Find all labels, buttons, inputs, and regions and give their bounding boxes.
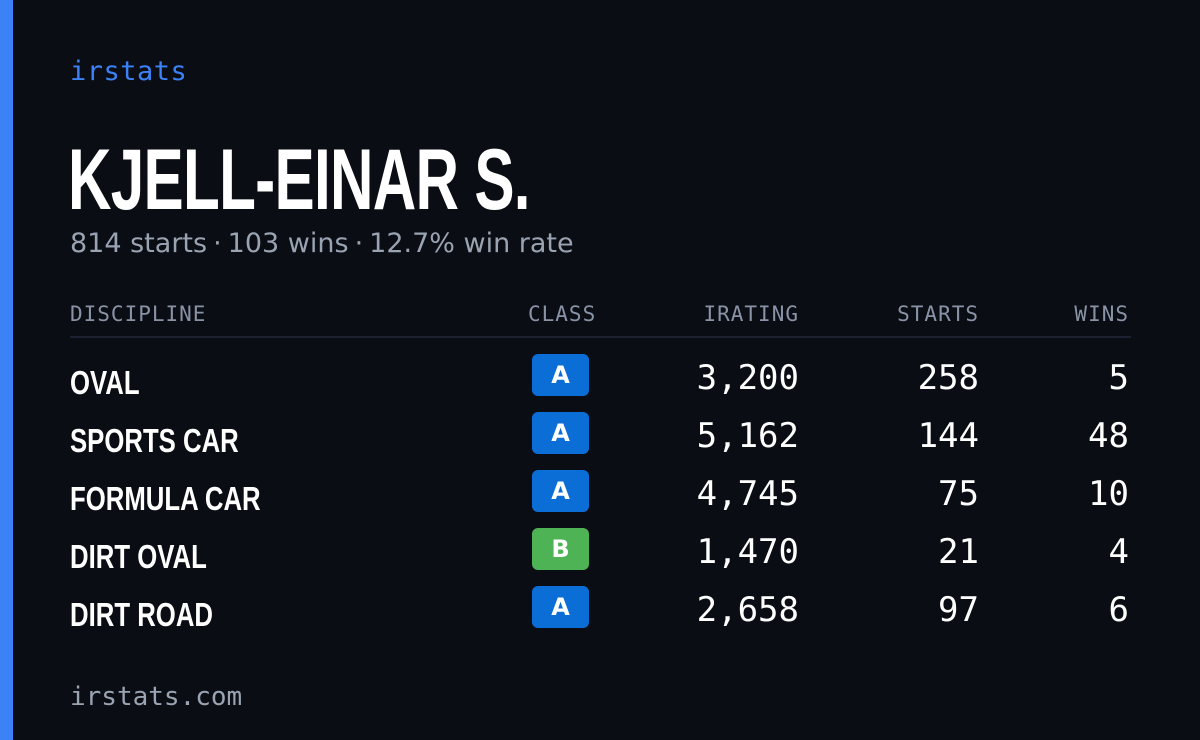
row-starts: 75 <box>938 474 979 514</box>
class-badge: A <box>532 586 589 628</box>
row-irating: 3,200 <box>696 358 799 398</box>
row-discipline: FORMULA CAR <box>70 480 261 517</box>
class-badge: A <box>532 354 589 396</box>
row-wins: 4 <box>1108 532 1129 572</box>
table-row: FORMULA CAR A 4,745 75 10 <box>0 470 1200 528</box>
row-irating: 5,162 <box>696 416 799 456</box>
header-wins: WINS <box>1074 302 1129 326</box>
header-discipline: DISCIPLINE <box>70 302 207 326</box>
table-row: SPORTS CAR A 5,162 144 48 <box>0 412 1200 470</box>
summary-separator: · <box>354 228 364 259</box>
row-irating: 1,470 <box>696 532 799 572</box>
table-row: DIRT OVAL B 1,470 21 4 <box>0 528 1200 586</box>
header-class: CLASS <box>528 302 597 326</box>
header-divider <box>70 336 1131 338</box>
driver-name: KJELL-EINAR S. <box>68 132 531 228</box>
footer-url: irstats.com <box>70 682 243 712</box>
row-starts: 258 <box>917 358 979 398</box>
row-starts: 144 <box>917 416 979 456</box>
row-discipline: DIRT OVAL <box>70 538 207 575</box>
row-starts: 97 <box>938 590 979 630</box>
summary-wins: 103 wins <box>227 228 349 259</box>
row-wins: 48 <box>1088 416 1129 456</box>
row-wins: 5 <box>1108 358 1129 398</box>
header-irating: IRATING <box>703 302 799 326</box>
row-wins: 6 <box>1108 590 1129 630</box>
table-row: OVAL A 3,200 258 5 <box>0 354 1200 412</box>
summary-starts: 814 starts <box>70 228 208 259</box>
table-row: DIRT ROAD A 2,658 97 6 <box>0 586 1200 644</box>
header-starts: STARTS <box>897 302 979 326</box>
row-irating: 2,658 <box>696 590 799 630</box>
brand-logo: irstats <box>70 56 188 87</box>
row-discipline: SPORTS CAR <box>70 422 239 459</box>
class-badge: A <box>532 470 589 512</box>
row-discipline: DIRT ROAD <box>70 596 213 633</box>
class-badge: A <box>532 412 589 454</box>
row-wins: 10 <box>1088 474 1129 514</box>
class-badge: B <box>532 528 589 570</box>
row-irating: 4,745 <box>696 474 799 514</box>
summary-win-rate: 12.7% win rate <box>369 228 574 259</box>
accent-bar <box>0 0 13 740</box>
driver-summary: 814 starts · 103 wins · 12.7% win rate <box>70 228 574 259</box>
summary-separator: · <box>213 228 222 259</box>
row-discipline: OVAL <box>70 364 140 401</box>
row-starts: 21 <box>938 532 979 572</box>
